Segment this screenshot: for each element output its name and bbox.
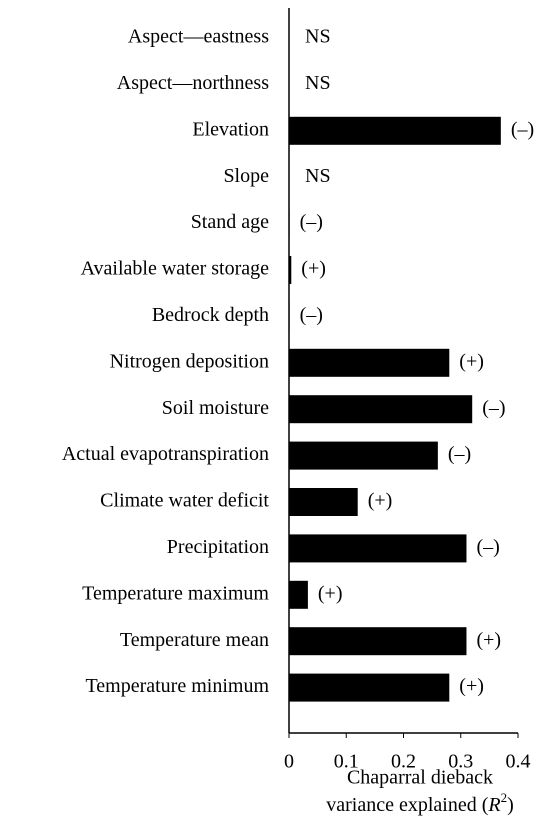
value-label: (–) [482, 397, 505, 419]
value-label: (–) [300, 304, 323, 326]
y-tick-label: Available water storage [81, 258, 270, 280]
x-axis-label: variance explained (R2) [326, 790, 514, 816]
x-axis-label-symbol: R [487, 794, 500, 816]
x-tick-label: 0.4 [506, 751, 531, 773]
y-tick-label: Elevation [192, 118, 269, 140]
value-label: (+) [459, 675, 484, 697]
bar [289, 673, 450, 702]
y-tick-label: Temperature maximum [82, 582, 269, 604]
value-label: (–) [511, 118, 534, 140]
value-label: (+) [301, 258, 326, 280]
value-label: (–) [448, 443, 471, 465]
bar [289, 348, 450, 377]
value-label: (–) [300, 211, 323, 233]
x-axis-label-text: variance explained ( [326, 794, 488, 816]
bar [289, 395, 473, 424]
value-label: (+) [368, 490, 393, 512]
y-tick-label: Temperature mean [120, 629, 269, 651]
y-tick-label: Aspect—eastness [128, 26, 269, 48]
bar [289, 534, 467, 563]
bar [289, 627, 467, 656]
y-tick-label: Aspect—northness [117, 72, 269, 94]
value-label: (+) [459, 350, 484, 372]
bar [289, 209, 290, 238]
y-tick-label: Stand age [191, 211, 269, 233]
bar [289, 302, 290, 331]
x-tick-label: 0 [284, 751, 294, 773]
value-label: (+) [318, 582, 343, 604]
x-axis-label-exponent: 2 [501, 790, 508, 805]
x-axis-label: Chaparral dieback [347, 767, 493, 789]
value-label: (+) [476, 629, 501, 651]
x-axis-label-text: ) [507, 794, 514, 816]
bar [289, 488, 358, 516]
value-label: NS [305, 165, 331, 187]
value-label: NS [305, 72, 331, 94]
y-tick-label: Climate water deficit [100, 490, 269, 512]
y-tick-label: Slope [223, 165, 269, 187]
y-tick-label: Soil moisture [162, 397, 269, 419]
value-label: (–) [476, 536, 499, 558]
bar [289, 116, 501, 145]
x-tick-label: 0.2 [391, 751, 416, 773]
y-tick-label: Bedrock depth [152, 304, 269, 326]
y-tick-label: Temperature minimum [85, 675, 269, 697]
x-tick-label: 0.3 [448, 751, 473, 773]
bar [289, 441, 438, 470]
y-tick-label: Actual evapotranspiration [62, 443, 269, 465]
value-label: NS [305, 26, 331, 48]
y-tick-label: Precipitation [167, 536, 269, 558]
bar [289, 580, 308, 609]
y-tick-label: Nitrogen deposition [110, 350, 269, 372]
bar [289, 256, 292, 284]
x-tick-label: 0.1 [334, 751, 359, 773]
